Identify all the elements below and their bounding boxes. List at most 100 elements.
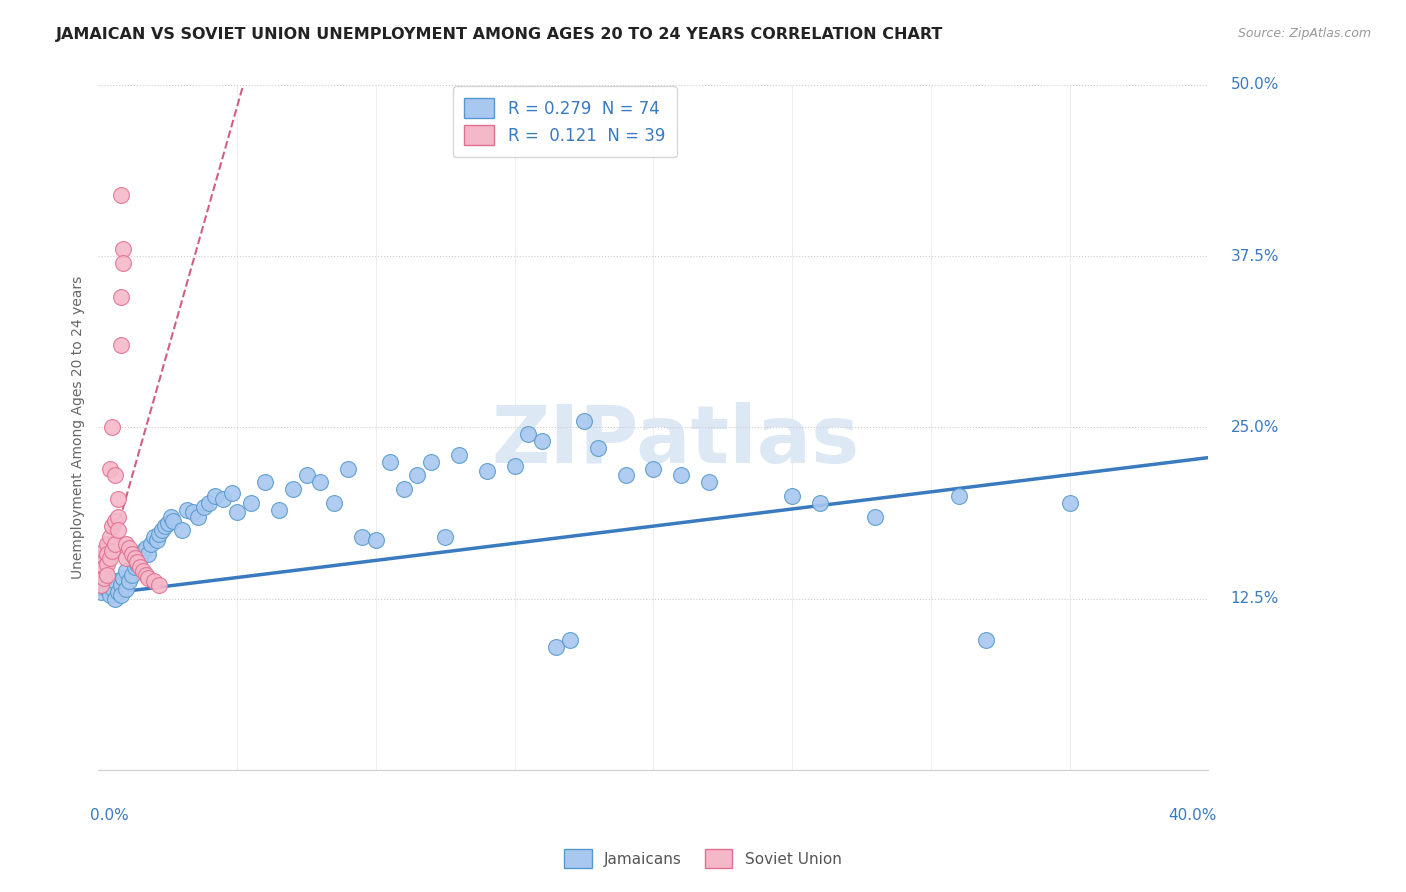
Point [110, 338, 132, 352]
Y-axis label: Unemployment Among Ages 20 to 24 years: Unemployment Among Ages 20 to 24 years [72, 276, 86, 579]
Point [546, 640, 568, 654]
Point [112, 256, 135, 270]
Point [643, 461, 665, 475]
Text: Source: ZipAtlas.com: Source: ZipAtlas.com [1237, 27, 1371, 40]
Point [127, 558, 149, 572]
Text: JAMAICAN VS SOVIET UNION UNEMPLOYMENT AMONG AGES 20 TO 24 YEARS CORRELATION CHAR: JAMAICAN VS SOVIET UNION UNEMPLOYMENT AM… [56, 27, 943, 42]
Point [104, 468, 127, 483]
Point [572, 414, 595, 428]
Point [107, 491, 129, 506]
Point [90, 565, 112, 579]
Point [204, 489, 226, 503]
Point [138, 571, 160, 585]
Point [221, 486, 243, 500]
Point [145, 533, 167, 547]
Legend: Jamaicans, Soviet Union: Jamaicans, Soviet Union [557, 841, 849, 875]
Point [187, 509, 209, 524]
Point [115, 582, 138, 596]
Point [96, 537, 118, 551]
Point [93, 571, 115, 585]
Point [697, 475, 720, 490]
Point [135, 568, 157, 582]
Point [98, 530, 121, 544]
Point [98, 461, 121, 475]
Point [107, 585, 129, 599]
Point [364, 533, 387, 547]
Point [98, 550, 121, 565]
Point [1059, 496, 1081, 510]
Point [93, 560, 115, 574]
Point [948, 489, 970, 503]
Point [141, 537, 163, 551]
Point [142, 574, 165, 588]
Point [118, 541, 141, 555]
Point [253, 475, 276, 490]
Point [614, 468, 637, 483]
Point [132, 565, 155, 579]
Text: 40.0%: 40.0% [1168, 808, 1216, 823]
Point [150, 523, 173, 537]
Point [104, 591, 127, 606]
Point [107, 509, 129, 524]
Point [142, 530, 165, 544]
Point [865, 509, 887, 524]
Point [96, 582, 118, 596]
Point [531, 434, 554, 449]
Text: 0.0%: 0.0% [90, 808, 129, 823]
Point [93, 543, 115, 558]
Point [124, 550, 146, 565]
Point [101, 581, 124, 595]
Point [420, 455, 443, 469]
Point [104, 514, 127, 528]
Point [406, 468, 429, 483]
Text: ZIPatlas: ZIPatlas [492, 402, 859, 480]
Point [434, 530, 457, 544]
Point [104, 537, 127, 551]
Point [181, 505, 204, 519]
Point [309, 475, 332, 490]
Point [110, 187, 132, 202]
Point [162, 514, 184, 528]
Point [240, 496, 263, 510]
Point [135, 541, 157, 555]
Point [90, 578, 112, 592]
Point [90, 550, 112, 565]
Point [808, 496, 831, 510]
Point [107, 523, 129, 537]
Point [503, 458, 526, 473]
Point [90, 585, 112, 599]
Point [124, 560, 146, 574]
Point [170, 523, 193, 537]
Point [974, 632, 997, 647]
Point [350, 530, 373, 544]
Point [132, 543, 155, 558]
Point [267, 502, 290, 516]
Point [127, 555, 149, 569]
Point [586, 441, 609, 455]
Point [121, 568, 143, 582]
Point [226, 505, 249, 519]
Point [295, 468, 318, 483]
Point [110, 578, 132, 592]
Point [96, 568, 118, 582]
Point [104, 574, 127, 588]
Point [378, 455, 401, 469]
Point [156, 516, 179, 531]
Point [148, 578, 170, 592]
Point [392, 482, 415, 496]
Point [110, 588, 132, 602]
Point [138, 547, 160, 561]
Point [98, 588, 121, 602]
Point [669, 468, 692, 483]
Point [129, 550, 152, 565]
Point [112, 571, 135, 585]
Text: 37.5%: 37.5% [1230, 249, 1279, 264]
Point [96, 547, 118, 561]
Point [110, 290, 132, 304]
Point [558, 632, 581, 647]
Point [281, 482, 304, 496]
Point [129, 560, 152, 574]
Point [96, 558, 118, 572]
Point [93, 578, 115, 592]
Point [323, 496, 346, 510]
